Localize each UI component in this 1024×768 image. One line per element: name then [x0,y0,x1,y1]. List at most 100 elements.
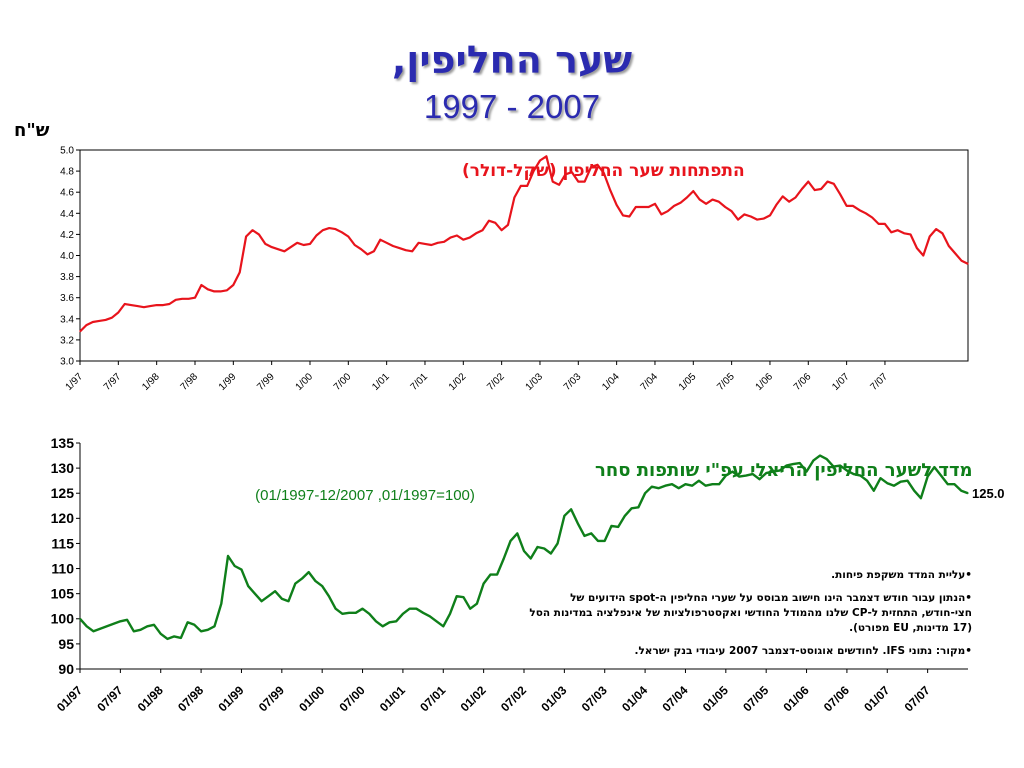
data-point [609,189,611,191]
data-point [961,260,963,262]
data-point [411,250,413,252]
data-point [281,598,283,600]
data-point [571,171,573,173]
data-point [873,490,875,492]
data-point [871,216,873,219]
data-point [488,220,490,222]
data-point [564,173,567,175]
data-point [308,571,310,573]
data-point [886,482,888,484]
data-point [853,473,855,475]
data-point [360,248,362,250]
data-point [494,222,496,224]
data-point [852,205,854,207]
data-point [462,596,465,598]
data-point [597,540,599,542]
data-point [628,215,631,218]
data-point [175,299,177,301]
data-point [782,195,784,197]
data-point [442,625,444,627]
data-point [737,219,739,221]
data-point [462,239,464,241]
data-point [232,284,234,286]
data-point [596,164,599,166]
data-point [590,166,592,168]
x-tick-label: 07/02 [498,683,529,714]
data-point [456,234,458,237]
data-point [117,311,119,314]
data-point [258,233,260,235]
x-tick-label: 01/07 [861,683,892,714]
data-point [724,206,726,208]
data-point [85,324,87,326]
data-point [731,210,733,212]
data-point [785,465,788,467]
y-tick-label: 4.4 [60,209,74,220]
data-point [533,170,535,172]
x-tick-label: 07/00 [337,683,368,714]
data-point [622,214,624,216]
data-point [386,242,388,244]
y-tick-label: 100 [51,611,75,627]
data-point [906,480,909,482]
chart-title: התפתחות שער החליפין (שקל-דולר) [462,161,745,181]
data-point [309,243,311,245]
data-point [424,243,426,245]
data-point [577,522,579,525]
data-point [226,289,228,291]
x-tick-label: 07/07 [902,683,933,714]
data-point [476,603,478,605]
data-point [775,204,777,206]
data-point [251,229,254,231]
data-point [967,263,969,265]
data-point [758,478,761,480]
data-point [180,637,182,639]
y-tick-label: 4.6 [60,188,74,199]
y-tick-label: 95 [58,636,74,652]
x-tick-label: 07/06 [821,683,852,714]
data-point [341,613,343,615]
note-2: •הנתון עבור חודש דצמבר הינו חישוב מבוסס … [529,592,972,634]
data-point [290,246,292,248]
y-tick-label: 120 [51,510,75,526]
data-point [711,199,714,201]
data-point [267,595,269,597]
y-tick-label: 110 [51,560,74,576]
data-point [220,603,222,605]
data-point [859,475,862,477]
data-point [641,206,643,208]
data-point [422,612,424,614]
x-tick-label: 07/04 [659,683,690,714]
y-tick-label: 5.0 [60,146,74,157]
data-point [271,246,273,248]
data-point [750,215,752,218]
data-point [418,242,420,244]
data-point [691,485,693,487]
data-point [563,515,566,517]
data-point [106,625,108,627]
data-point [583,535,586,537]
data-point [846,205,848,207]
data-point [366,253,369,255]
data-point [382,625,384,627]
data-point [631,507,633,509]
x-tick-label: 01/03 [538,683,569,714]
data-point [160,633,162,635]
data-point [801,188,803,190]
data-point [731,471,734,473]
data-point [794,196,797,199]
data-point [456,595,458,597]
page-title: שער החליפין, [391,38,633,82]
data-point [756,219,758,221]
data-point [92,630,95,632]
data-point [449,613,451,615]
data-point [430,244,432,246]
data-point [743,213,746,215]
data-point [552,181,554,183]
data-point [227,555,229,557]
x-tick-label: 07/98 [175,683,206,714]
data-point [799,462,801,464]
x-tick-label: 01/04 [619,683,650,714]
data-point [900,481,902,483]
data-point [603,172,605,174]
